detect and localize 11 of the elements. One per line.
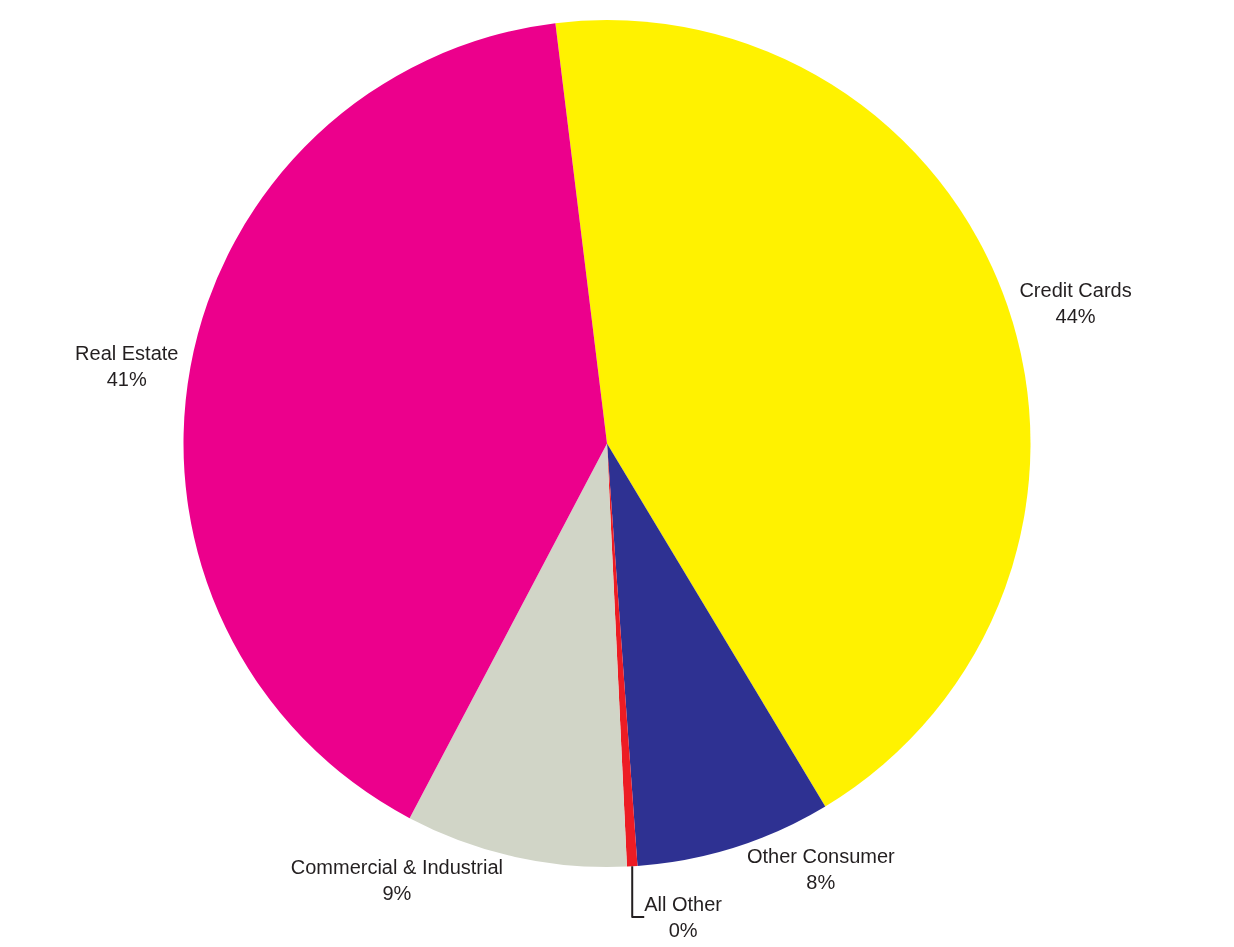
data-label: 9% xyxy=(382,881,412,904)
slice-label: Credit Cards xyxy=(1019,278,1132,301)
slice-label: Real Estate xyxy=(75,342,179,365)
data-label: 0% xyxy=(668,919,698,942)
data-label: 8% xyxy=(806,871,836,894)
slice-label: All Other xyxy=(644,893,723,916)
pie-slice xyxy=(184,23,607,819)
data-label: 44% xyxy=(1055,304,1096,327)
slice-label: Other Consumer xyxy=(746,845,896,868)
slice-label: Commercial & Industrial xyxy=(290,855,504,878)
data-label: 41% xyxy=(106,368,147,391)
